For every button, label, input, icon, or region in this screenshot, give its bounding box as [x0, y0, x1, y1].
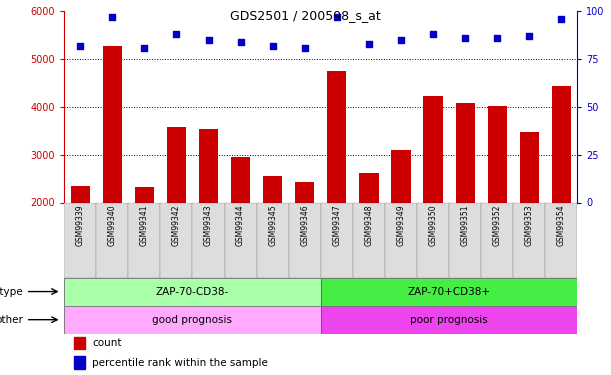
Text: GSM99344: GSM99344 [236, 205, 245, 246]
Text: other: other [0, 315, 23, 325]
Point [75, 43, 85, 49]
Bar [513, 202, 546, 278]
Bar [321, 278, 577, 306]
Bar [546, 202, 577, 278]
Point [268, 43, 277, 49]
Text: good prognosis: good prognosis [153, 315, 232, 325]
Bar [64, 202, 97, 278]
Bar [192, 202, 225, 278]
Text: GSM99342: GSM99342 [172, 205, 181, 246]
Bar [321, 202, 353, 278]
Text: GSM99350: GSM99350 [428, 205, 437, 246]
Text: GSM99341: GSM99341 [140, 205, 149, 246]
Bar [64, 306, 321, 334]
Bar [289, 202, 321, 278]
Text: GSM99349: GSM99349 [397, 205, 406, 246]
Point [364, 41, 374, 47]
Point [172, 31, 181, 37]
Bar [417, 202, 449, 278]
Bar [199, 129, 218, 298]
Point [139, 45, 149, 51]
Point [203, 37, 213, 43]
Text: GSM99352: GSM99352 [492, 205, 502, 246]
Bar [231, 157, 251, 298]
Bar [64, 278, 321, 306]
Bar [392, 150, 411, 298]
Bar [327, 71, 346, 298]
Bar [488, 106, 507, 298]
Bar [552, 86, 571, 298]
Bar [167, 127, 186, 298]
Point [428, 31, 438, 37]
Text: GSM99339: GSM99339 [76, 205, 85, 246]
Text: GDS2501 / 200598_s_at: GDS2501 / 200598_s_at [230, 9, 381, 22]
Bar [481, 202, 513, 278]
Text: GSM99348: GSM99348 [364, 205, 373, 246]
Bar [257, 202, 289, 278]
Bar [456, 103, 475, 298]
Text: GSM99354: GSM99354 [557, 205, 566, 246]
Point [460, 35, 470, 41]
Bar [75, 356, 85, 369]
Point [524, 33, 534, 39]
Text: cell type: cell type [0, 286, 23, 297]
Bar [128, 202, 160, 278]
Bar [359, 173, 379, 298]
Bar [263, 176, 282, 298]
Text: GSM99343: GSM99343 [204, 205, 213, 246]
Bar [385, 202, 417, 278]
Bar [135, 187, 154, 298]
Bar [449, 202, 481, 278]
Point [300, 45, 310, 51]
Point [396, 37, 406, 43]
Point [236, 39, 246, 45]
Point [108, 14, 117, 20]
Bar [160, 202, 192, 278]
Point [332, 14, 342, 20]
Text: GSM99346: GSM99346 [300, 205, 309, 246]
Text: count: count [92, 338, 122, 348]
Text: ZAP-70+CD38+: ZAP-70+CD38+ [408, 286, 491, 297]
Point [492, 35, 502, 41]
Bar [423, 96, 442, 298]
Point [557, 16, 566, 22]
Text: GSM99353: GSM99353 [525, 205, 534, 246]
Text: ZAP-70-CD38-: ZAP-70-CD38- [156, 286, 229, 297]
Bar [103, 46, 122, 298]
Bar [295, 182, 314, 298]
Text: GSM99345: GSM99345 [268, 205, 277, 246]
Text: GSM99347: GSM99347 [332, 205, 342, 246]
Bar [70, 186, 90, 298]
Text: GSM99351: GSM99351 [461, 205, 470, 246]
Bar [519, 132, 539, 298]
Text: percentile rank within the sample: percentile rank within the sample [92, 358, 268, 368]
Bar [353, 202, 385, 278]
Bar [321, 306, 577, 334]
Text: poor prognosis: poor prognosis [410, 315, 488, 325]
Bar [96, 202, 128, 278]
Text: GSM99340: GSM99340 [108, 205, 117, 246]
Bar [75, 337, 85, 350]
Bar [225, 202, 257, 278]
